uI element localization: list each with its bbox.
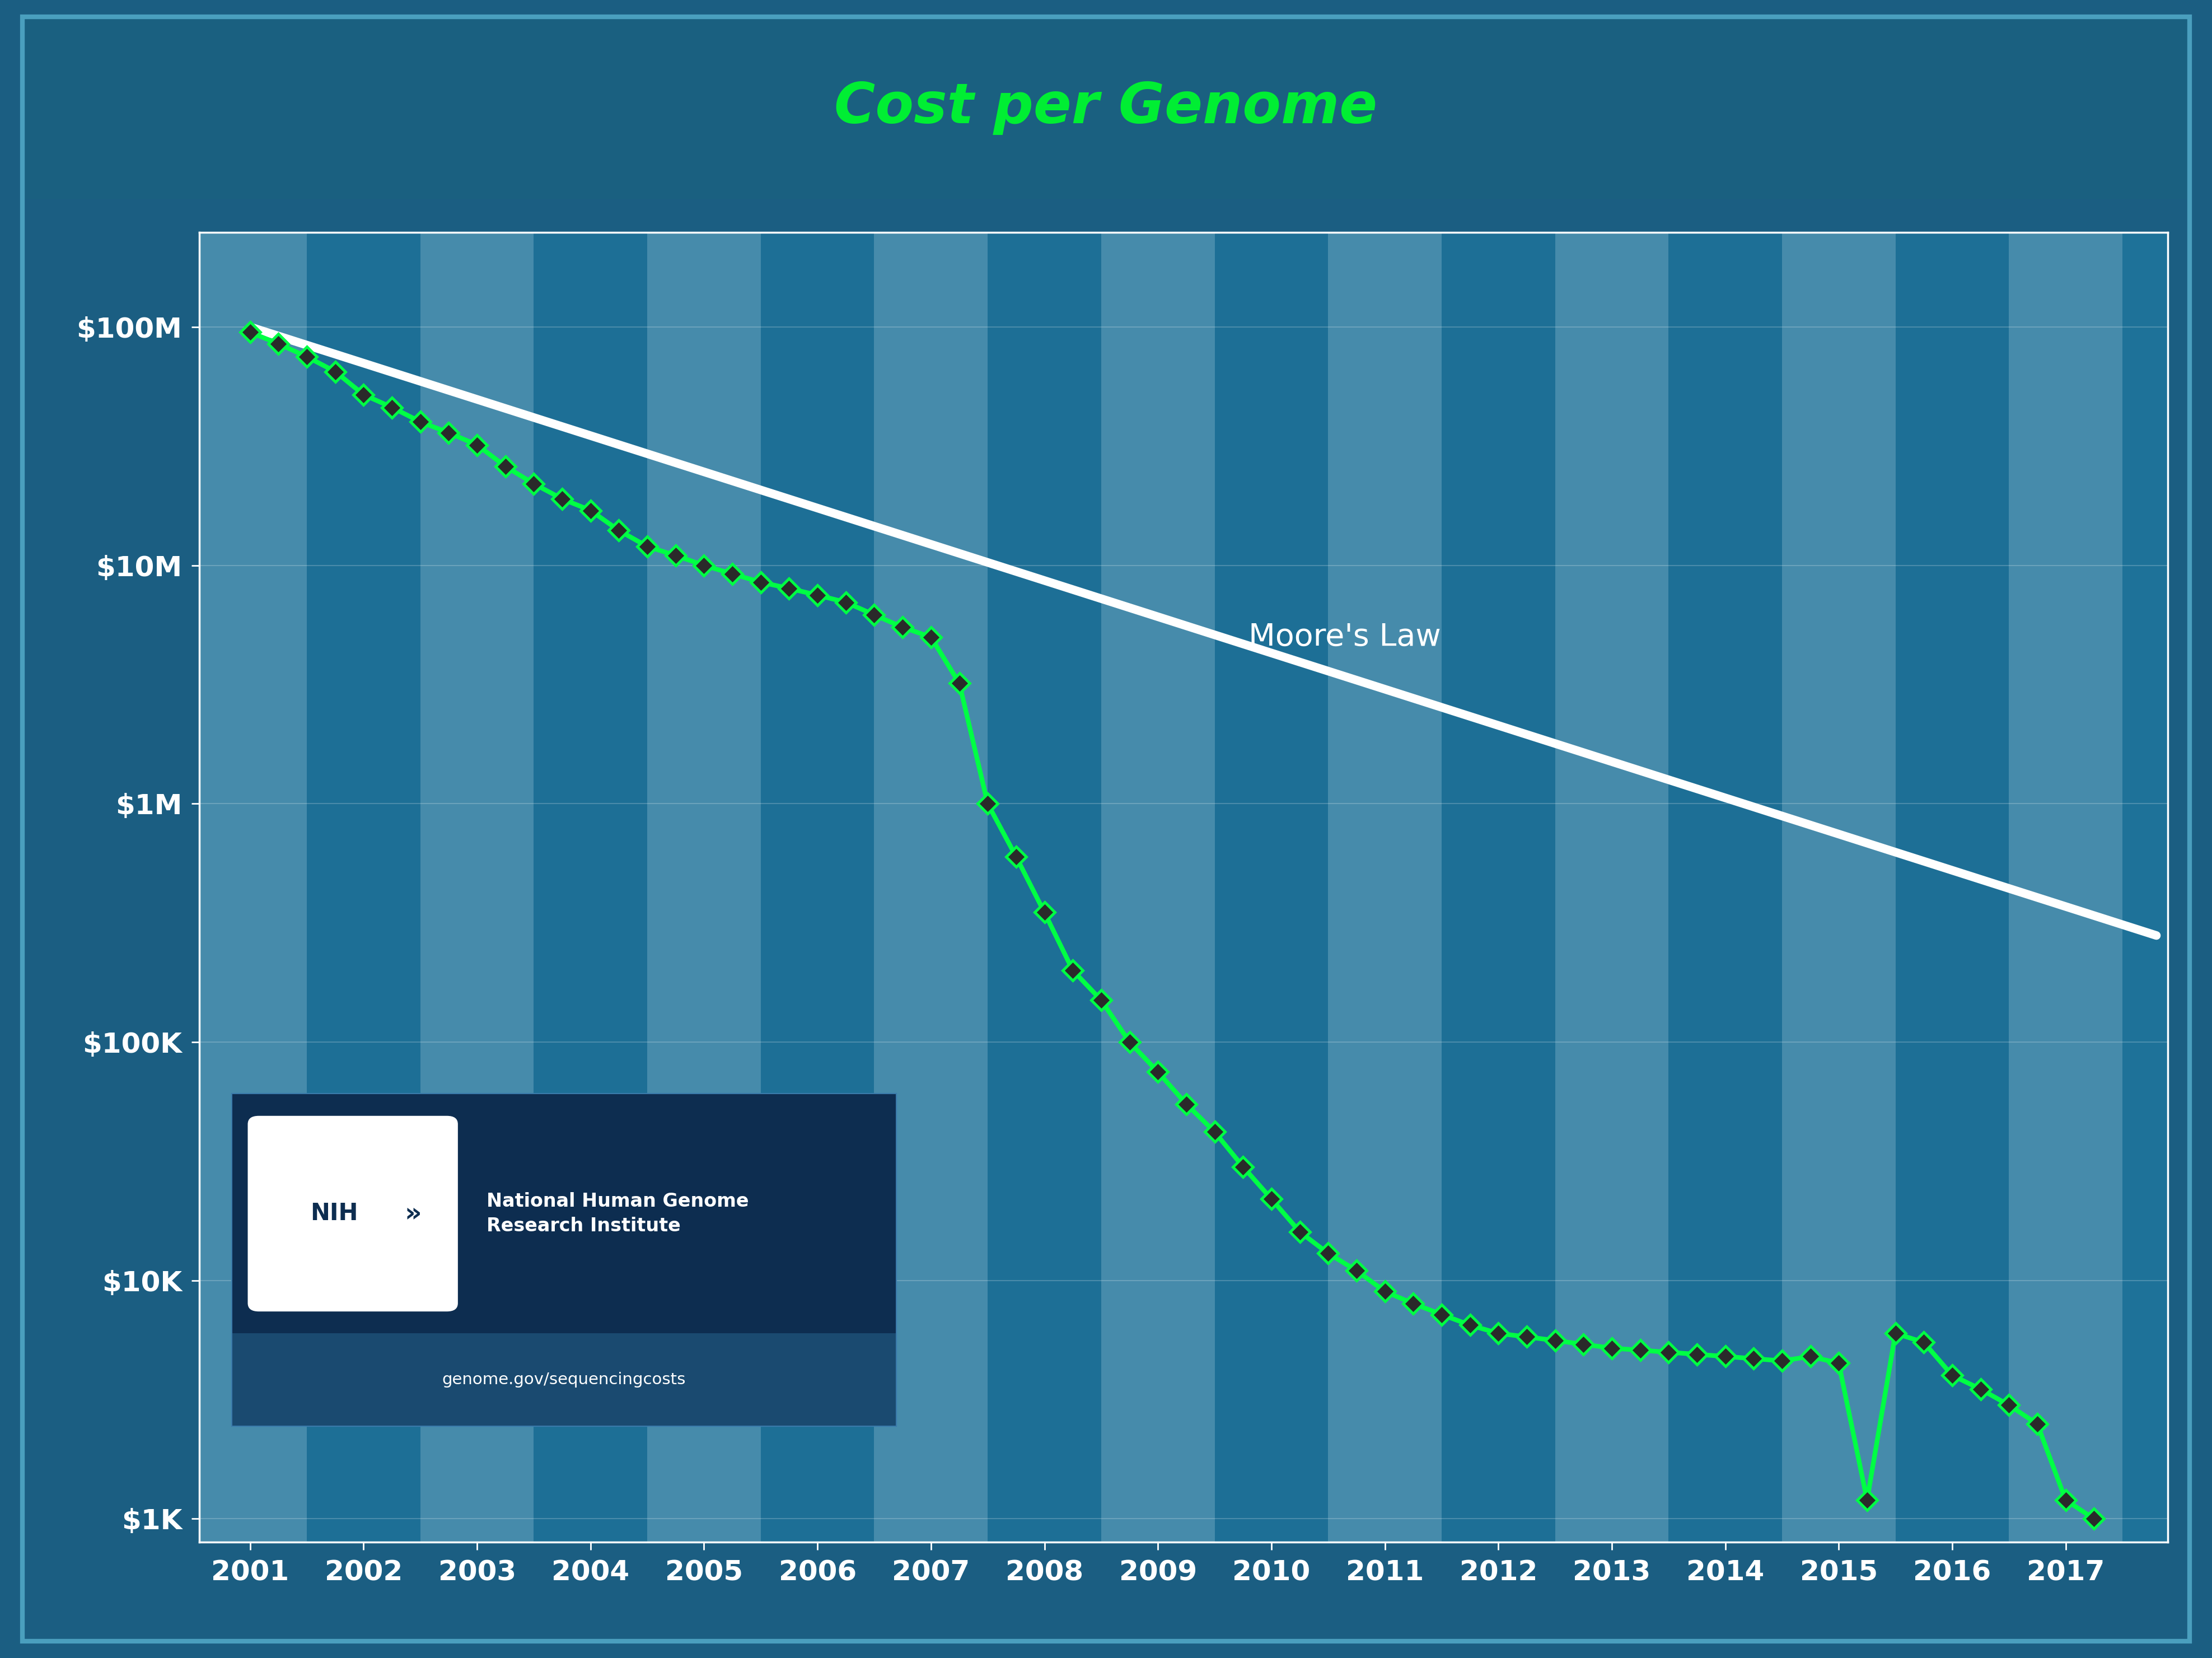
Bar [761, 232, 874, 1542]
Bar [1442, 232, 1555, 1542]
Bar [420, 232, 533, 1542]
Bar [1214, 232, 1327, 1542]
Bar [533, 232, 648, 1542]
Bar [1555, 232, 1668, 1542]
Bar [1668, 232, 1783, 1542]
Bar [2008, 232, 2121, 1542]
Text: National Human Genome
Research Institute: National Human Genome Research Institute [487, 1192, 750, 1235]
Bar [874, 232, 989, 1542]
Bar [1327, 232, 1442, 1542]
Bar [1102, 232, 1214, 1542]
Bar [1896, 232, 2008, 1542]
Text: Cost per Genome: Cost per Genome [834, 81, 1378, 134]
Text: genome.gov/sequencingcosts: genome.gov/sequencingcosts [442, 1371, 686, 1388]
Text: »: » [405, 1200, 422, 1227]
Bar [192, 232, 307, 1542]
Text: Moore's Law: Moore's Law [1248, 622, 1440, 652]
Bar [989, 232, 1102, 1542]
Text: NIH: NIH [310, 1202, 358, 1225]
Bar [1783, 232, 1896, 1542]
Bar [648, 232, 761, 1542]
Bar [307, 232, 420, 1542]
